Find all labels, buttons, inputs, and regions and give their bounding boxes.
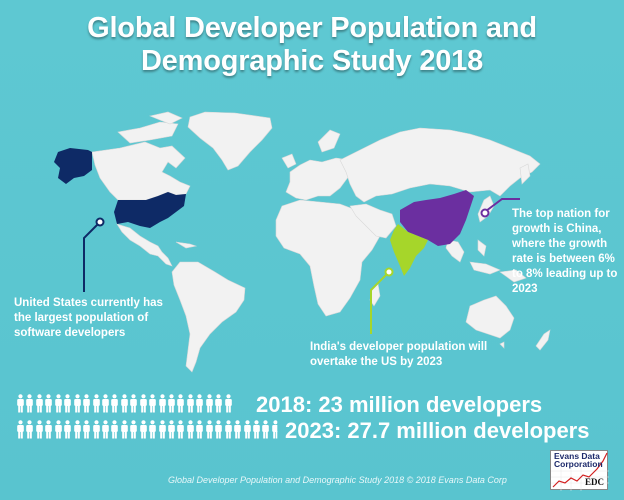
person-icon — [243, 420, 251, 439]
person-icon — [168, 394, 175, 413]
person-icon — [64, 394, 71, 413]
world-map — [54, 111, 551, 373]
person-icon — [54, 394, 62, 413]
person-icon — [234, 420, 241, 439]
person-icon — [45, 394, 53, 413]
south-america — [171, 261, 246, 373]
person-icon — [102, 420, 109, 439]
person-icon — [149, 394, 156, 413]
usa-highlight — [114, 192, 186, 228]
middle-east — [349, 203, 397, 239]
us-callout-dot — [95, 217, 105, 227]
us-callout-text: United States currently has the largest … — [14, 297, 163, 339]
person-icon — [121, 394, 128, 413]
person-icon — [139, 420, 147, 439]
person-icon — [26, 420, 34, 439]
person-icon — [36, 420, 43, 439]
person-icon — [196, 420, 204, 439]
person-icon — [205, 394, 213, 413]
person-icon — [64, 420, 71, 439]
mexico — [116, 223, 173, 267]
person-icon — [26, 394, 34, 413]
person-icon — [177, 394, 185, 413]
alaska-highlight — [54, 148, 92, 184]
person-icon — [73, 420, 81, 439]
us-callout-line — [83, 223, 99, 292]
person-icon — [187, 394, 194, 413]
person-icon — [73, 394, 81, 413]
footer-credit: Global Developer Population and Demograp… — [168, 475, 507, 485]
page-title: Global Developer Population and Demograp… — [0, 12, 624, 78]
person-icon — [111, 394, 119, 413]
person-icon — [92, 394, 100, 413]
person-icon — [224, 394, 232, 413]
person-icon — [130, 420, 138, 439]
person-icon — [205, 420, 213, 439]
people-icons-2018 — [16, 394, 233, 413]
india-callout-line — [370, 273, 388, 334]
person-icon — [187, 420, 194, 439]
person-icon — [196, 394, 204, 413]
person-icon — [168, 420, 175, 439]
person-icon — [17, 394, 24, 413]
person-icon — [149, 420, 156, 439]
person-icon — [111, 420, 119, 439]
china-callout-text: The top nation for growth is China, wher… — [512, 208, 618, 295]
person-icon — [92, 420, 100, 439]
india-highlight — [390, 224, 428, 276]
india-callout-text: India's developer population will overta… — [310, 341, 488, 368]
person-icon — [121, 420, 128, 439]
title-line-2: Demographic Study 2018 — [140, 45, 484, 77]
person-icon — [17, 420, 24, 439]
person-icon — [54, 420, 62, 439]
canada — [91, 141, 191, 201]
greenland — [187, 111, 273, 171]
china-callout-dot — [480, 208, 490, 218]
person-icon — [177, 420, 185, 439]
logo-line-2: Corporation — [554, 459, 603, 469]
person-icon — [45, 420, 53, 439]
logo-abbr: EDC — [584, 477, 604, 487]
person-icon — [83, 394, 90, 413]
person-icon — [102, 394, 109, 413]
person-icon — [215, 394, 222, 413]
title-line-1: Global Developer Population and — [87, 12, 537, 44]
australia — [465, 295, 515, 339]
people-icons-2023 — [16, 420, 280, 439]
person-icon — [36, 394, 43, 413]
person-icon — [215, 420, 222, 439]
chart-line-icon — [551, 452, 609, 491]
china-callout-line — [485, 198, 520, 212]
person-icon — [139, 394, 147, 413]
evans-data-logo: Evans Data Corporation EDC — [550, 450, 609, 491]
person-icon — [158, 420, 166, 439]
china-highlight — [400, 190, 474, 246]
logo-line-1: Evans Data — [554, 451, 600, 461]
person-icon — [224, 420, 232, 439]
stat-2023: 2023: 27.7 million developers — [285, 418, 590, 443]
india-callout-dot — [384, 267, 394, 277]
person-icon — [130, 394, 138, 413]
person-icon — [262, 420, 270, 439]
asia — [339, 127, 541, 203]
europe — [285, 157, 353, 201]
se-asia — [445, 239, 465, 263]
stat-2018: 2018: 23 million developers — [256, 392, 543, 417]
person-icon — [158, 394, 166, 413]
person-icon — [253, 420, 260, 439]
person-icon — [272, 420, 278, 439]
person-icon — [83, 420, 90, 439]
africa — [275, 199, 381, 317]
